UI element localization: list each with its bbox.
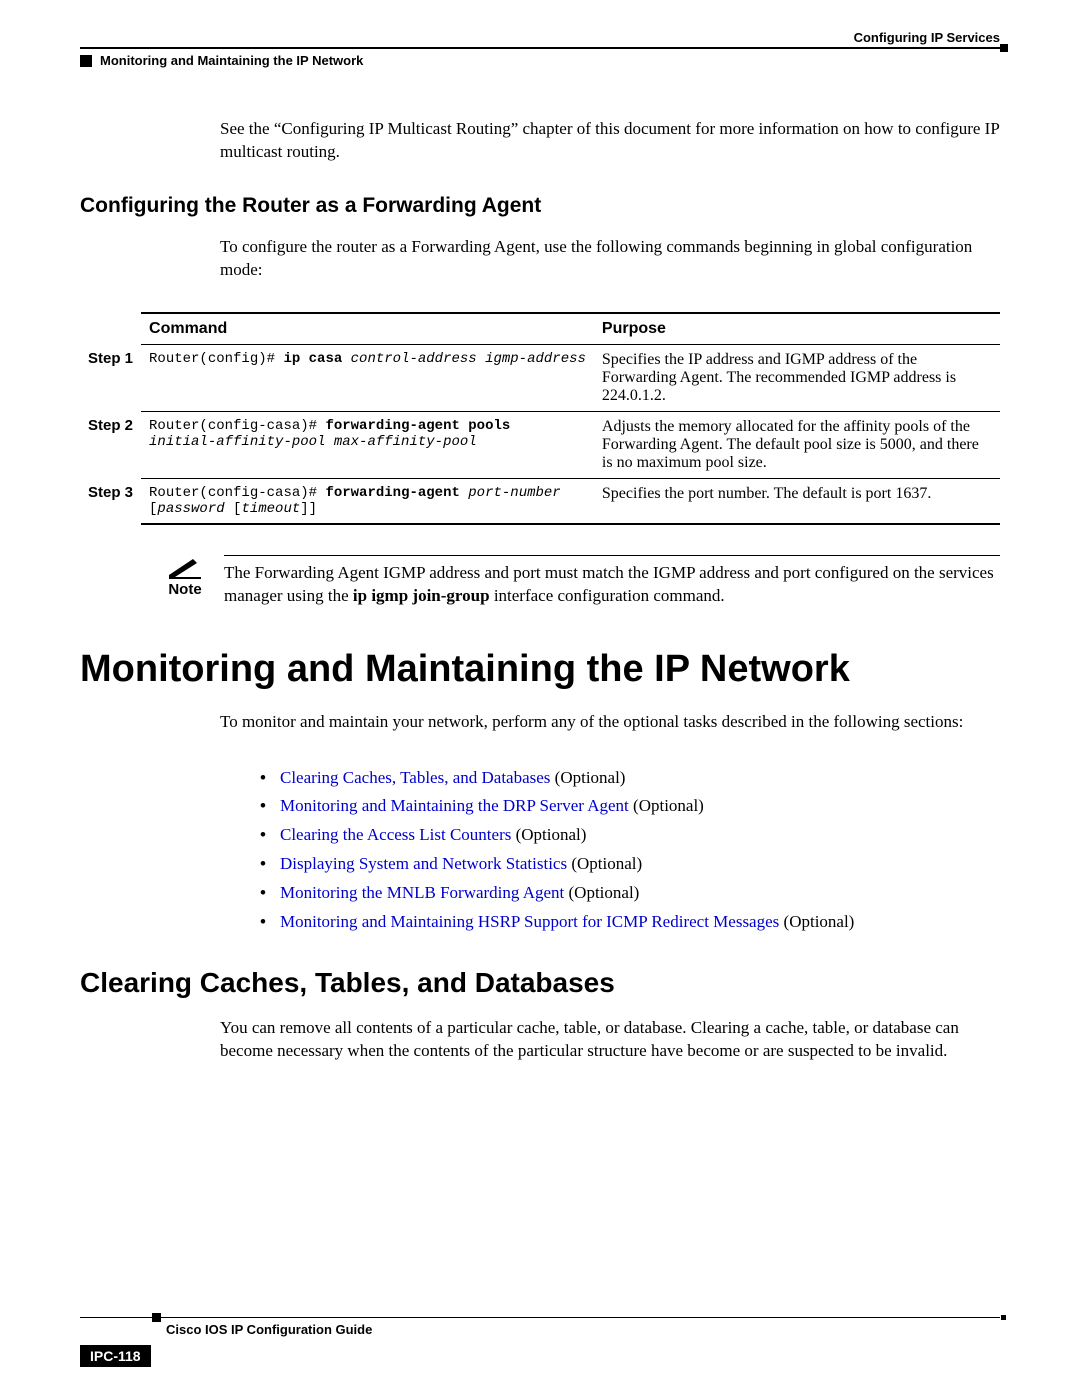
header-rule: [80, 47, 1000, 49]
purpose-cell: Specifies the IP address and IGMP addres…: [594, 344, 1000, 411]
link[interactable]: Clearing the Access List Counters: [280, 825, 511, 844]
header-section-row: Monitoring and Maintaining the IP Networ…: [80, 53, 1000, 68]
list-item: Clearing Caches, Tables, and Databases (…: [260, 764, 1000, 793]
link[interactable]: Displaying System and Network Statistics: [280, 854, 567, 873]
page-footer: Cisco IOS IP Configuration Guide IPC-118: [80, 1317, 1000, 1367]
th-command: Command: [141, 313, 594, 345]
command-cell: Router(config-casa)# forwarding-agent po…: [141, 478, 594, 524]
list-item: Monitoring and Maintaining HSRP Support …: [260, 908, 1000, 937]
main-heading: Monitoring and Maintaining the IP Networ…: [80, 648, 1000, 691]
table-row: Step 2 Router(config-casa)# forwarding-a…: [80, 411, 1000, 478]
link[interactable]: Monitoring the MNLB Forwarding Agent: [280, 883, 564, 902]
purpose-cell: Adjusts the memory allocated for the aff…: [594, 411, 1000, 478]
th-purpose: Purpose: [594, 313, 1000, 345]
list-item: Displaying System and Network Statistics…: [260, 850, 1000, 879]
table-row: Step 1 Router(config)# ip casa control-a…: [80, 344, 1000, 411]
pencil-icon: [167, 555, 203, 579]
step-label: Step 1: [80, 344, 141, 411]
link[interactable]: Monitoring and Maintaining the DRP Serve…: [280, 796, 629, 815]
note-label: Note: [168, 581, 201, 598]
page-number: IPC-118: [80, 1345, 151, 1367]
link[interactable]: Monitoring and Maintaining HSRP Support …: [280, 912, 779, 931]
purpose-cell: Specifies the port number. The default i…: [594, 478, 1000, 524]
command-cell: Router(config-casa)# forwarding-agent po…: [141, 411, 594, 478]
section-forwarding-agent-heading: Configuring the Router as a Forwarding A…: [80, 194, 1000, 218]
clearing-caches-heading: Clearing Caches, Tables, and Databases: [80, 967, 1000, 999]
command-table: Command Purpose Step 1 Router(config)# i…: [80, 312, 1000, 525]
table-row: Step 3 Router(config-casa)# forwarding-a…: [80, 478, 1000, 524]
link[interactable]: Clearing Caches, Tables, and Databases: [280, 768, 550, 787]
header-section-title: Monitoring and Maintaining the IP Networ…: [100, 53, 363, 68]
main-heading-para: To monitor and maintain your network, pe…: [220, 711, 1000, 734]
list-item: Monitoring the MNLB Forwarding Agent (Op…: [260, 879, 1000, 908]
note-block: Note The Forwarding Agent IGMP address a…: [160, 555, 1000, 608]
header-chapter-title: Configuring IP Services: [80, 30, 1000, 45]
clearing-caches-para: You can remove all contents of a particu…: [220, 1017, 1000, 1063]
step-label: Step 2: [80, 411, 141, 478]
header-marker-icon: [80, 55, 92, 67]
step-label: Step 3: [80, 478, 141, 524]
footer-guide-name: Cisco IOS IP Configuration Guide: [166, 1322, 372, 1337]
section-forwarding-agent-para: To configure the router as a Forwarding …: [220, 236, 1000, 282]
list-item: Clearing the Access List Counters (Optio…: [260, 821, 1000, 850]
command-cell: Router(config)# ip casa control-address …: [141, 344, 594, 411]
link-list: Clearing Caches, Tables, and Databases (…: [260, 764, 1000, 937]
list-item: Monitoring and Maintaining the DRP Serve…: [260, 792, 1000, 821]
footer-rule: [80, 1317, 1000, 1318]
intro-paragraph: See the “Configuring IP Multicast Routin…: [220, 118, 1000, 164]
note-text: The Forwarding Agent IGMP address and po…: [224, 555, 1000, 608]
